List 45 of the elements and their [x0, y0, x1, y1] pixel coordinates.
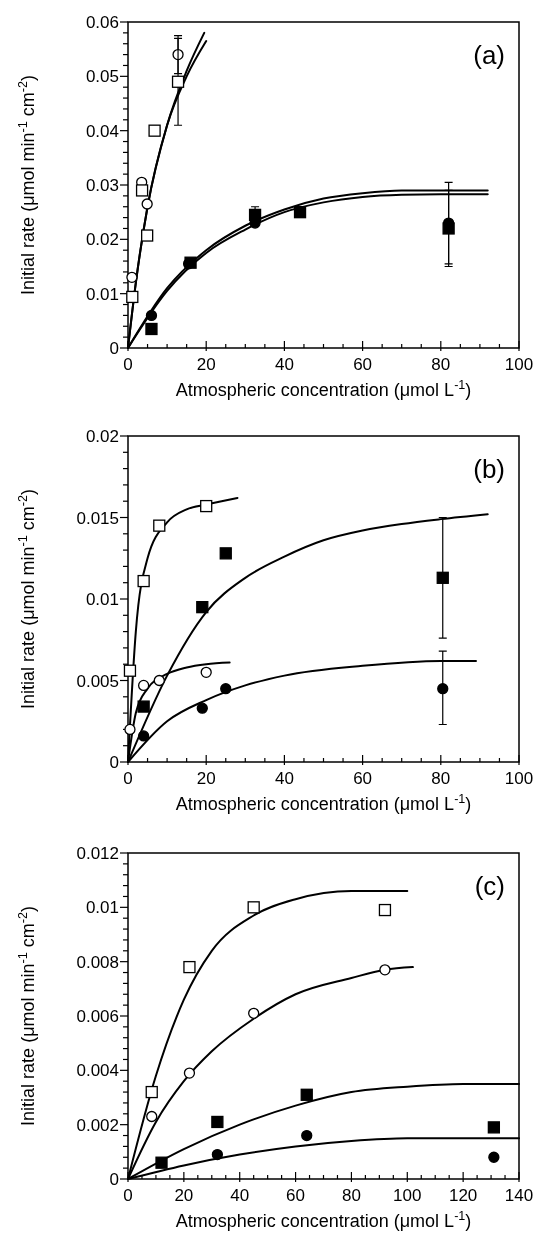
y-tick-label: 0.03: [85, 176, 119, 195]
y-tick-label: 0.006: [76, 1007, 119, 1026]
x-tick-label: 40: [274, 355, 294, 374]
y-tick-label: 0.06: [85, 13, 119, 32]
y-tick-label: 0.01: [85, 590, 119, 609]
y-tick-label: 0.004: [76, 1061, 119, 1081]
x-tick-label: 60: [353, 769, 373, 788]
y-tick-label: 0.002: [76, 1115, 119, 1135]
x-tick-label: 20: [196, 769, 216, 788]
y-tick-label: 0: [109, 753, 119, 772]
y-tick-label: 0.02: [85, 427, 119, 446]
x-tick-label: 80: [431, 769, 451, 788]
x-tick-label: 120: [448, 1186, 478, 1205]
y-tick-label: 0: [109, 1170, 119, 1189]
x-tick-label: 140: [504, 1186, 534, 1205]
x-axis-title: Atmospheric concentration (μmol L$^{-1}$): [175, 792, 472, 814]
x-tick-label: 0: [123, 355, 133, 374]
y-tick-label: 0.01: [85, 284, 119, 304]
x-tick-label: 60: [353, 355, 373, 374]
y-tick-label: 0.005: [76, 671, 119, 691]
annotation: (c): [474, 871, 505, 901]
x-tick-label: 0: [123, 769, 133, 788]
annotation: (a): [473, 40, 505, 70]
x-tick-label: 0: [123, 1186, 133, 1205]
y-tick-label: 0.008: [76, 952, 119, 972]
x-tick-label: 40: [230, 1186, 250, 1205]
x-tick-label: 80: [341, 1186, 361, 1205]
x-tick-label: 100: [393, 1186, 422, 1205]
y-tick-label: 0: [109, 339, 119, 358]
y-tick-label: 0.015: [76, 508, 119, 528]
x-tick-label: 60: [286, 1186, 306, 1205]
y-tick-label: 0.01: [85, 898, 119, 918]
x-tick-label: 20: [196, 355, 216, 374]
x-tick-label: 100: [504, 769, 534, 788]
x-tick-label: 100: [504, 355, 534, 374]
x-axis-title: Atmospheric concentration (μmol L$^{-1}$): [175, 1209, 472, 1231]
x-axis-title: Atmospheric concentration (μmol L$^{-1}$): [175, 378, 472, 400]
x-tick-label: 40: [274, 769, 294, 788]
y-tick-label: 0.04: [85, 121, 119, 141]
x-tick-label: 20: [174, 1186, 194, 1205]
y-tick-label: 0.05: [85, 67, 119, 87]
y-tick-label: 0.02: [85, 230, 119, 250]
annotation: (b): [473, 454, 505, 484]
y-tick-label: 0.012: [76, 844, 119, 863]
x-tick-label: 80: [431, 355, 451, 374]
